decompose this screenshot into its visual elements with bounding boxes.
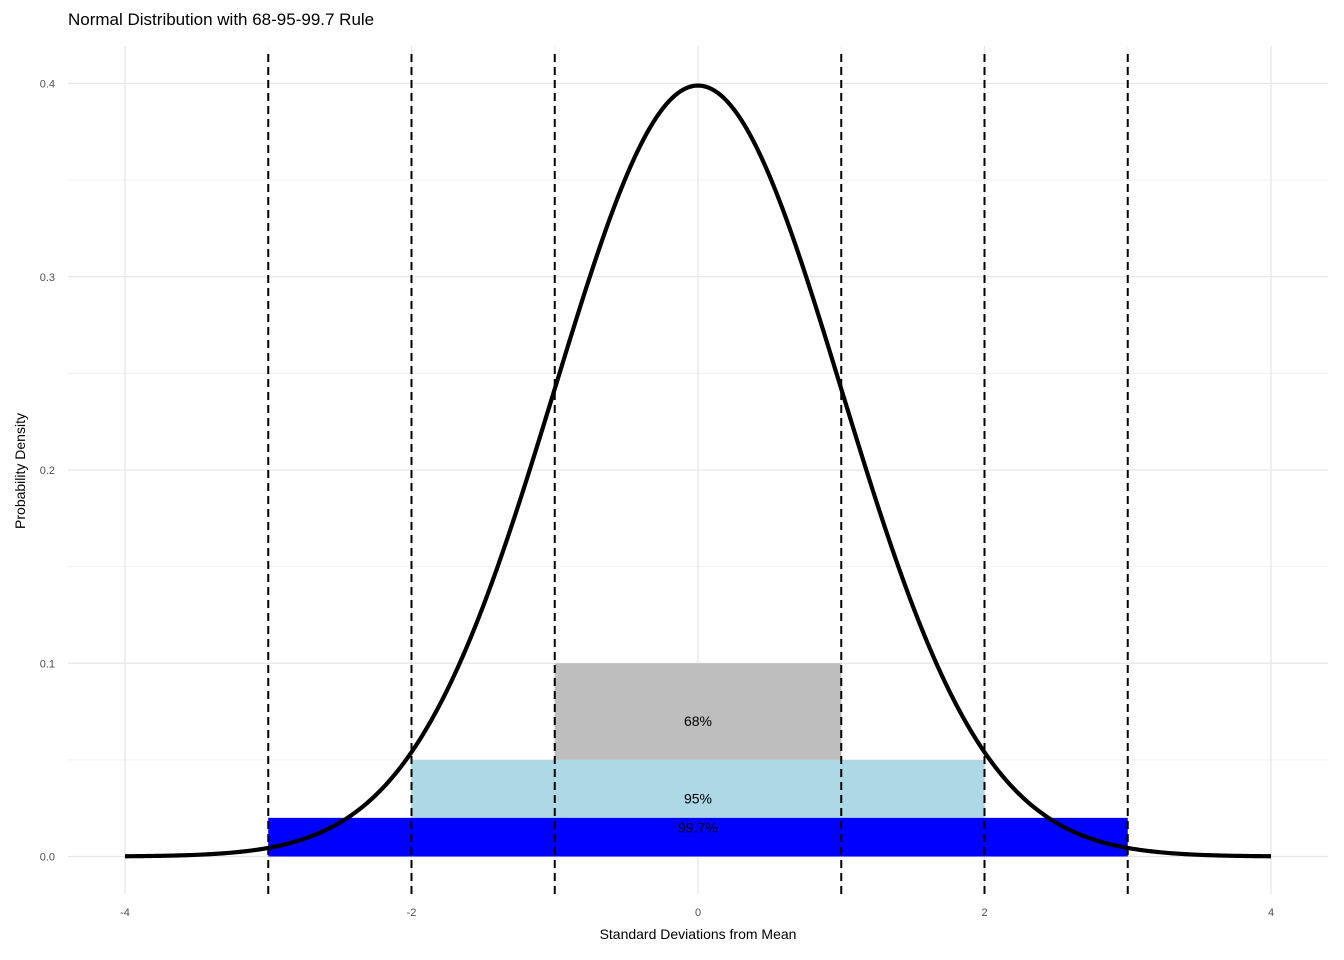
y-axis-ticks: 0.0 0.1 0.2 0.3 0.4 (40, 79, 55, 864)
x-tick-label: -2 (407, 907, 417, 919)
y-tick-label: 0.3 (40, 272, 55, 284)
chart-title: Normal Distribution with 68-95-99.7 Rule (68, 10, 375, 29)
x-tick-label: -4 (120, 907, 130, 919)
band-labels: 68% 95% 99.7% (678, 713, 718, 835)
band-68 (554, 663, 842, 760)
y-tick-label: 0.2 (40, 465, 55, 477)
density-curve-group (124, 83, 1272, 859)
x-axis-ticks: -4 -2 0 2 4 (120, 907, 1274, 919)
band-95 (411, 759, 985, 818)
x-tick-label: 4 (1268, 907, 1274, 919)
x-tick-label: 0 (695, 907, 701, 919)
sd-dashed-lines (267, 54, 1129, 894)
band-label: 68% (684, 713, 712, 729)
y-tick-label: 0.0 (40, 852, 55, 864)
x-tick-label: 2 (981, 907, 987, 919)
y-axis-label: Probability Density (12, 413, 28, 529)
y-tick-label: 0.4 (40, 79, 55, 91)
x-axis-label: Standard Deviations from Mean (600, 926, 797, 942)
y-tick-label: 0.1 (40, 658, 55, 670)
density-curve (124, 83, 1272, 859)
band-label: 95% (684, 791, 712, 807)
band-label: 99.7% (678, 820, 718, 836)
